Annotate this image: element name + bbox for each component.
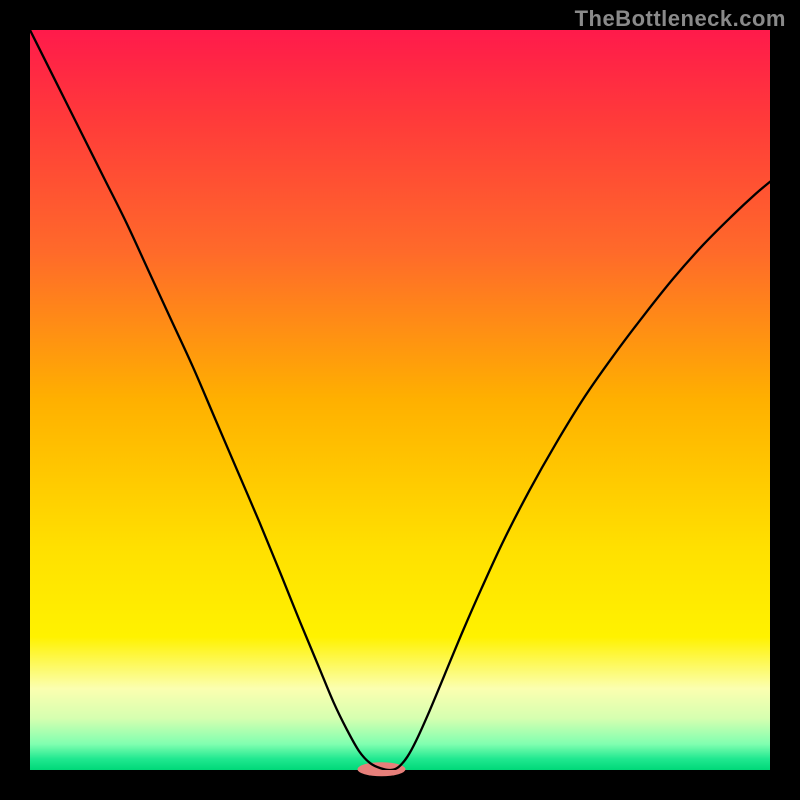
plot-background bbox=[30, 30, 770, 770]
chart-root: TheBottleneck.com bbox=[0, 0, 800, 800]
watermark-text: TheBottleneck.com bbox=[575, 6, 786, 32]
bottleneck-chart bbox=[0, 0, 800, 800]
